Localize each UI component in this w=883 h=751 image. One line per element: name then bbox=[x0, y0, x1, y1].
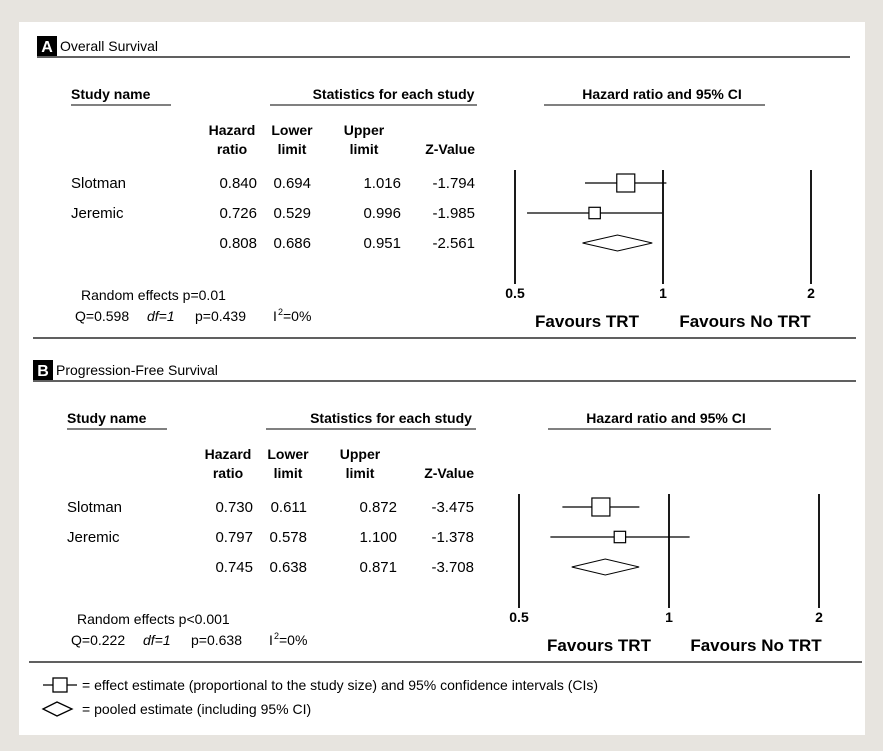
panel-b: B Progression-Free Survival Study name Stat… bbox=[29, 360, 862, 663]
x-tick-label: 1 bbox=[665, 609, 673, 625]
study-name: Slotman bbox=[67, 499, 122, 516]
x-tick-label: 0.5 bbox=[509, 609, 529, 625]
point-estimate-square bbox=[616, 173, 636, 193]
figure-card: A Overall Survival Study name Statistics fo… bbox=[19, 22, 865, 735]
x-tick-label: 1 bbox=[659, 285, 667, 301]
x-tick-label: 0.5 bbox=[505, 285, 525, 301]
heterogeneity-i2-sup: 2 bbox=[278, 307, 283, 317]
heterogeneity-i2-symbol: I bbox=[273, 308, 277, 324]
favours-right-label: Favours No TRT bbox=[690, 636, 822, 655]
header-study-name: Study name bbox=[71, 86, 151, 102]
z-value: -1.378 bbox=[431, 529, 474, 546]
random-effects-text: Random effects p=0.01 bbox=[81, 287, 226, 303]
favours-right-label: Favours No TRT bbox=[679, 312, 811, 331]
study-name: Jeremic bbox=[71, 205, 124, 222]
legend-diamond-text: = pooled estimate (including 95% CI) bbox=[82, 701, 311, 717]
lower-limit-value: 0.686 bbox=[273, 235, 311, 252]
z-value: -1.985 bbox=[432, 205, 475, 222]
x-tick-label: 2 bbox=[815, 609, 823, 625]
col-header-upper: limit bbox=[350, 141, 379, 157]
upper-limit-value: 0.996 bbox=[363, 205, 401, 222]
col-header-z: Z-Value bbox=[425, 141, 475, 157]
col-header-upper: limit bbox=[346, 465, 375, 481]
header-stats: Statistics for each study bbox=[310, 410, 472, 426]
study-name: Slotman bbox=[71, 175, 126, 192]
hazard-ratio-value: 0.730 bbox=[215, 499, 253, 516]
col-header-upper: Upper bbox=[340, 446, 381, 462]
hazard-ratio-value: 0.726 bbox=[219, 205, 257, 222]
panel-letter: A bbox=[41, 39, 53, 56]
upper-limit-value: 0.871 bbox=[359, 559, 397, 576]
z-value: -3.475 bbox=[431, 499, 474, 516]
col-header-lower: limit bbox=[278, 141, 307, 157]
forest-plot-figure: A Overall Survival Study name Statistics fo… bbox=[29, 36, 862, 717]
random-effects-text: Random effects p<0.001 bbox=[77, 611, 230, 627]
pooled-diamond bbox=[582, 234, 653, 252]
x-tick-label: 2 bbox=[807, 285, 815, 301]
heterogeneity-p: p=0.439 bbox=[195, 308, 246, 324]
panel-letter: B bbox=[37, 363, 49, 380]
legend-diamond-icon bbox=[41, 701, 74, 717]
figure-legend: = effect estimate (proportional to the s… bbox=[41, 677, 598, 717]
hazard-ratio-value: 0.745 bbox=[215, 559, 253, 576]
upper-limit-value: 1.016 bbox=[363, 175, 401, 192]
heterogeneity-q: Q=0.598 bbox=[75, 308, 129, 324]
col-header-hazard: ratio bbox=[213, 465, 243, 481]
point-estimate-square bbox=[591, 497, 611, 517]
panel-letter-badge bbox=[37, 36, 57, 56]
lower-limit-value: 0.694 bbox=[273, 175, 311, 192]
heterogeneity-df: df=1 bbox=[147, 308, 175, 324]
col-header-lower: Lower bbox=[267, 446, 309, 462]
col-header-hazard: Hazard bbox=[205, 446, 252, 462]
col-header-lower: limit bbox=[274, 465, 303, 481]
upper-limit-value: 0.951 bbox=[363, 235, 401, 252]
heterogeneity-df: df=1 bbox=[143, 632, 171, 648]
header-stats: Statistics for each study bbox=[313, 86, 475, 102]
z-value: -3.708 bbox=[431, 559, 474, 576]
hazard-ratio-value: 0.840 bbox=[219, 175, 257, 192]
lower-limit-value: 0.578 bbox=[269, 529, 307, 546]
header-study-name: Study name bbox=[67, 410, 147, 426]
heterogeneity-q: Q=0.222 bbox=[71, 632, 125, 648]
lower-limit-value: 0.529 bbox=[273, 205, 311, 222]
z-value: -2.561 bbox=[432, 235, 475, 252]
legend-square-text: = effect estimate (proportional to the s… bbox=[82, 677, 598, 693]
col-header-z: Z-Value bbox=[424, 465, 474, 481]
panel-a: A Overall Survival Study name Statistics fo… bbox=[33, 36, 856, 339]
heterogeneity-i2-symbol: I bbox=[269, 632, 273, 648]
heterogeneity-p: p=0.638 bbox=[191, 632, 242, 648]
hazard-ratio-value: 0.808 bbox=[219, 235, 257, 252]
panel-title: Overall Survival bbox=[60, 38, 158, 54]
header-plot: Hazard ratio and 95% CI bbox=[582, 86, 742, 102]
hazard-ratio-value: 0.797 bbox=[215, 529, 253, 546]
heterogeneity-i2-sup: 2 bbox=[274, 631, 279, 641]
upper-limit-value: 0.872 bbox=[359, 499, 397, 516]
heterogeneity-i2-value: =0% bbox=[283, 308, 311, 324]
upper-limit-value: 1.100 bbox=[359, 529, 397, 546]
panel-letter-badge bbox=[33, 360, 53, 380]
header-plot: Hazard ratio and 95% CI bbox=[586, 410, 746, 426]
lower-limit-value: 0.638 bbox=[269, 559, 307, 576]
panel-title: Progression-Free Survival bbox=[56, 362, 218, 378]
z-value: -1.794 bbox=[432, 175, 475, 192]
col-header-hazard: ratio bbox=[217, 141, 247, 157]
col-header-lower: Lower bbox=[271, 122, 313, 138]
study-name: Jeremic bbox=[67, 529, 120, 546]
favours-left-label: Favours TRT bbox=[547, 636, 652, 655]
point-estimate-square bbox=[613, 530, 627, 544]
col-header-hazard: Hazard bbox=[209, 122, 256, 138]
legend-square-icon bbox=[52, 677, 68, 693]
lower-limit-value: 0.611 bbox=[271, 499, 307, 516]
col-header-upper: Upper bbox=[344, 122, 385, 138]
point-estimate-square bbox=[588, 206, 601, 220]
pooled-diamond bbox=[571, 558, 640, 576]
favours-left-label: Favours TRT bbox=[535, 312, 640, 331]
heterogeneity-i2-value: =0% bbox=[279, 632, 307, 648]
